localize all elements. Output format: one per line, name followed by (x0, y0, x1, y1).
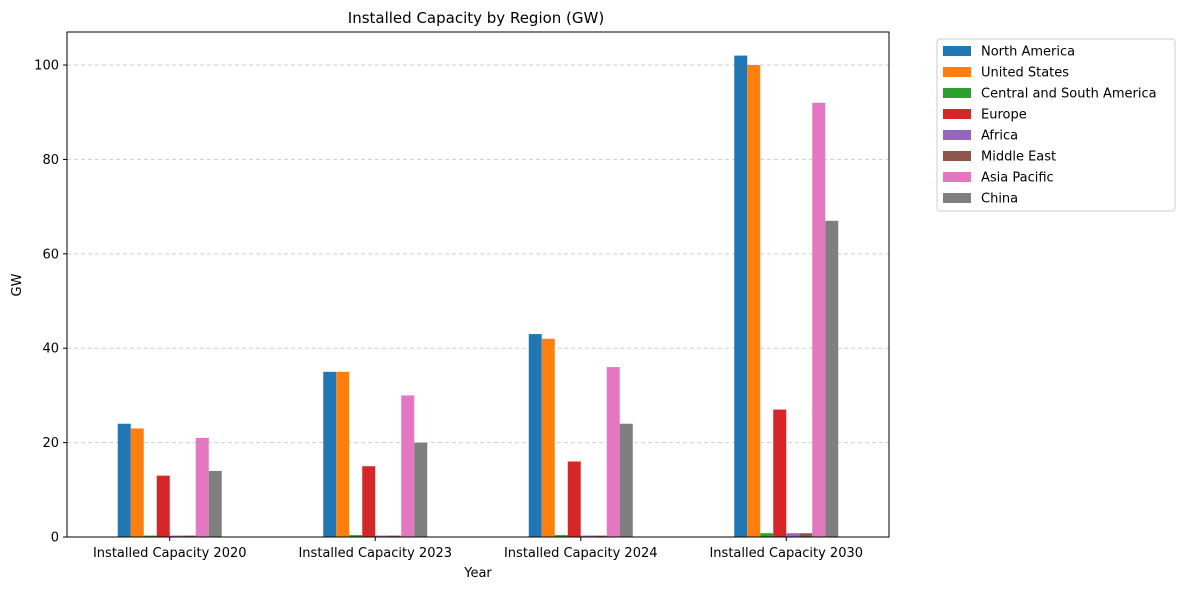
bar-europe-2 (567, 461, 581, 537)
legend-entry: China (981, 192, 1018, 207)
bar-central-and-south-america-0 (143, 535, 157, 537)
bar-united-states-0 (130, 428, 144, 537)
bar-africa-2 (580, 535, 594, 537)
chart-title: Installed Capacity by Region (GW) (348, 9, 604, 27)
bar-asia-pacific-0 (195, 437, 209, 537)
bar-europe-0 (156, 475, 170, 537)
y-tick-label: 20 (42, 436, 59, 451)
x-tick-label: Installed Capacity 2020 (93, 546, 247, 561)
gridlines (67, 64, 889, 444)
legend-swatch (943, 172, 971, 182)
x-tick-label: Installed Capacity 2024 (504, 546, 658, 561)
bar-china-2 (619, 423, 633, 537)
y-tick-label: 0 (51, 531, 59, 546)
legend-entry: Europe (981, 108, 1027, 123)
legend-swatch (943, 130, 971, 140)
bar-united-states-3 (747, 65, 761, 537)
bar-asia-pacific-1 (401, 395, 415, 537)
bar-middle-east-3 (799, 533, 813, 537)
legend-swatch (943, 193, 971, 203)
legend-swatch (943, 46, 971, 56)
bar-central-and-south-america-2 (554, 535, 568, 537)
bar-united-states-2 (541, 338, 555, 537)
legend-entry: Asia Pacific (981, 171, 1054, 186)
legend: North America United States Central and So… (936, 38, 1176, 212)
legend-frame (936, 38, 1176, 212)
legend-swatch (943, 109, 971, 119)
bar-china-0 (208, 470, 222, 537)
bar-central-and-south-america-1 (349, 535, 363, 537)
bar-europe-3 (773, 409, 787, 537)
bar-central-and-south-america-3 (760, 533, 774, 537)
bar-africa-3 (786, 533, 800, 537)
bar-middle-east-0 (182, 535, 196, 537)
legend-entry: Central and South America (981, 87, 1157, 102)
bar-united-states-1 (336, 371, 350, 537)
bar-asia-pacific-2 (606, 367, 620, 537)
bar-north-america-1 (323, 371, 337, 537)
legend-swatch (943, 151, 971, 161)
x-tick-label: Installed Capacity 2023 (298, 546, 452, 561)
bar-north-america-3 (734, 55, 748, 537)
bar-europe-1 (362, 466, 376, 537)
y-tick-label: 100 (34, 59, 59, 74)
bar-north-america-2 (528, 334, 542, 537)
bar-middle-east-1 (388, 535, 402, 537)
bar-asia-pacific-3 (812, 102, 826, 537)
y-tick-label: 40 (42, 342, 59, 357)
bar-china-1 (414, 442, 428, 537)
legend-entry: Middle East (981, 150, 1056, 165)
legend-entry: Africa (981, 129, 1018, 144)
x-axis: Installed Capacity 2020 Installed Capacit… (93, 537, 863, 561)
bars (117, 55, 839, 538)
plot-frame (66, 31, 890, 538)
legend-swatch (943, 67, 971, 77)
legend-entry: United States (981, 66, 1069, 81)
y-axis: 0 20 40 60 80 100 (34, 59, 67, 546)
legend-entry: North America (981, 45, 1075, 60)
y-axis-label: GW (10, 273, 25, 296)
bar-africa-0 (169, 535, 183, 537)
bar-middle-east-2 (593, 535, 607, 537)
bar-north-america-0 (117, 423, 131, 537)
y-tick-label: 80 (42, 153, 59, 168)
x-axis-label: Year (463, 566, 492, 581)
x-tick-label: Installed Capacity 2030 (709, 546, 863, 561)
y-tick-label: 60 (42, 247, 59, 262)
bar-africa-1 (375, 535, 389, 537)
bar-china-3 (825, 220, 839, 538)
legend-swatch (943, 88, 971, 98)
